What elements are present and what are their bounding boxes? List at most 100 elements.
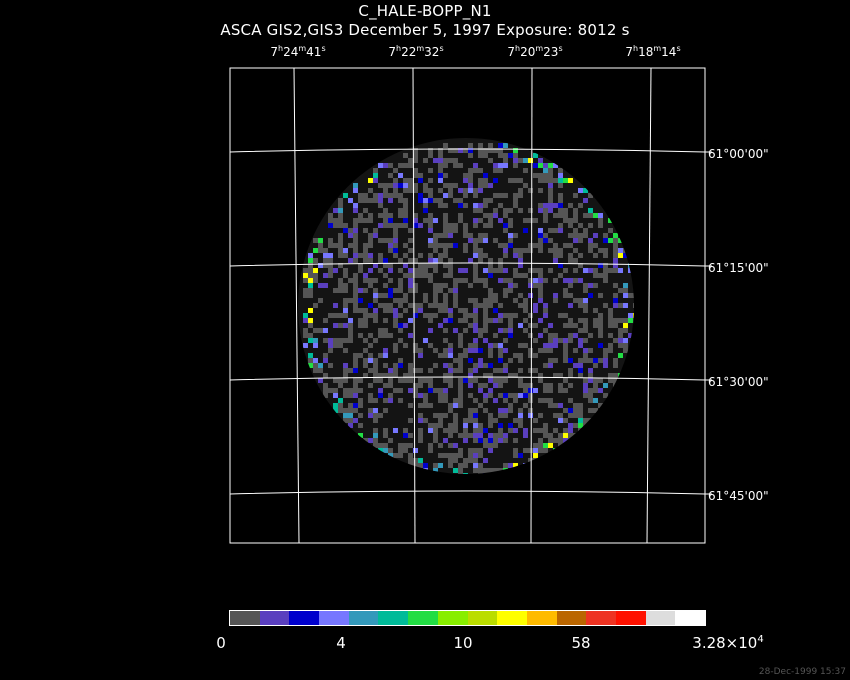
count-pixel bbox=[473, 408, 478, 413]
count-pixel bbox=[528, 413, 533, 418]
count-pixel bbox=[408, 283, 413, 288]
count-pixel bbox=[433, 433, 438, 438]
count-pixel bbox=[368, 198, 373, 203]
count-pixel bbox=[543, 238, 548, 243]
count-pixel bbox=[393, 188, 398, 193]
count-pixel bbox=[418, 193, 423, 198]
count-pixel bbox=[393, 253, 398, 258]
count-pixel bbox=[493, 148, 498, 153]
count-pixel bbox=[603, 268, 608, 273]
count-pixel bbox=[538, 228, 543, 233]
count-pixel bbox=[618, 288, 623, 293]
count-pixel bbox=[548, 163, 553, 168]
count-pixel bbox=[378, 238, 383, 243]
count-pixel bbox=[523, 218, 528, 223]
count-pixel bbox=[543, 213, 548, 218]
count-pixel bbox=[538, 438, 543, 443]
count-pixel bbox=[488, 273, 493, 278]
count-pixel bbox=[428, 258, 433, 263]
count-pixel bbox=[373, 278, 378, 283]
count-pixel bbox=[443, 203, 448, 208]
count-pixel bbox=[468, 373, 473, 378]
count-pixel bbox=[513, 203, 518, 208]
count-pixel bbox=[563, 323, 568, 328]
count-pixel bbox=[593, 243, 598, 248]
count-pixel bbox=[313, 248, 318, 253]
count-pixel bbox=[398, 278, 403, 283]
count-pixel bbox=[468, 453, 473, 458]
count-pixel bbox=[408, 273, 413, 278]
count-pixel bbox=[368, 178, 373, 183]
colorbar-label-max: 3.28×104 bbox=[692, 634, 764, 652]
count-pixel bbox=[453, 368, 458, 373]
count-pixel bbox=[388, 438, 393, 443]
count-pixel bbox=[448, 433, 453, 438]
count-pixel bbox=[328, 273, 333, 278]
count-pixel bbox=[448, 378, 453, 383]
dec-label-2: 61°15'00" bbox=[708, 261, 769, 275]
count-pixel bbox=[508, 313, 513, 318]
count-pixel bbox=[588, 368, 593, 373]
count-pixel bbox=[533, 458, 538, 463]
count-pixel bbox=[463, 458, 468, 463]
count-pixel bbox=[388, 238, 393, 243]
count-pixel bbox=[483, 458, 488, 463]
count-pixel bbox=[473, 193, 478, 198]
count-pixel bbox=[593, 283, 598, 288]
count-pixel bbox=[583, 418, 588, 423]
count-pixel bbox=[358, 308, 363, 313]
count-pixel bbox=[353, 203, 358, 208]
count-pixel bbox=[588, 388, 593, 393]
count-pixel bbox=[403, 163, 408, 168]
count-pixel bbox=[388, 368, 393, 373]
count-pixel bbox=[368, 303, 373, 308]
count-pixel bbox=[488, 303, 493, 308]
count-pixel bbox=[308, 258, 313, 263]
count-pixel bbox=[563, 388, 568, 393]
grid-ra-2 bbox=[412, 68, 416, 543]
count-pixel bbox=[548, 343, 553, 348]
count-pixel bbox=[473, 448, 478, 453]
count-pixel bbox=[363, 193, 368, 198]
count-pixel bbox=[598, 388, 603, 393]
count-pixel bbox=[503, 348, 508, 353]
count-pixel bbox=[338, 248, 343, 253]
count-pixel bbox=[378, 253, 383, 258]
count-pixel bbox=[468, 143, 473, 148]
count-pixel bbox=[613, 253, 618, 258]
count-pixel bbox=[458, 343, 463, 348]
count-pixel bbox=[398, 283, 403, 288]
count-pixel bbox=[393, 168, 398, 173]
count-pixel bbox=[368, 368, 373, 373]
count-pixel bbox=[393, 388, 398, 393]
count-pixel bbox=[548, 363, 553, 368]
count-pixel bbox=[483, 253, 488, 258]
count-pixel bbox=[408, 333, 413, 338]
count-pixel bbox=[558, 413, 563, 418]
count-pixel bbox=[438, 413, 443, 418]
count-pixel bbox=[558, 208, 563, 213]
count-pixel bbox=[368, 313, 373, 318]
count-pixel bbox=[348, 233, 353, 238]
count-pixel bbox=[418, 348, 423, 353]
count-pixel bbox=[533, 353, 538, 358]
count-pixel bbox=[413, 448, 418, 453]
count-pixel bbox=[428, 178, 433, 183]
count-pixel bbox=[443, 353, 448, 358]
count-pixel bbox=[508, 153, 513, 158]
colorbar-label-10: 10 bbox=[453, 634, 473, 652]
count-pixel bbox=[433, 388, 438, 393]
count-pixel bbox=[318, 283, 323, 288]
count-pixel bbox=[528, 383, 533, 388]
count-pixel bbox=[378, 203, 383, 208]
count-pixel bbox=[493, 208, 498, 213]
count-pixel bbox=[513, 398, 518, 403]
count-pixel bbox=[578, 343, 583, 348]
count-pixel bbox=[563, 353, 568, 358]
count-pixel bbox=[373, 428, 378, 433]
count-pixel bbox=[543, 308, 548, 313]
count-pixel bbox=[363, 253, 368, 258]
count-pixel bbox=[358, 268, 363, 273]
count-pixel bbox=[383, 183, 388, 188]
count-pixel bbox=[558, 253, 563, 258]
